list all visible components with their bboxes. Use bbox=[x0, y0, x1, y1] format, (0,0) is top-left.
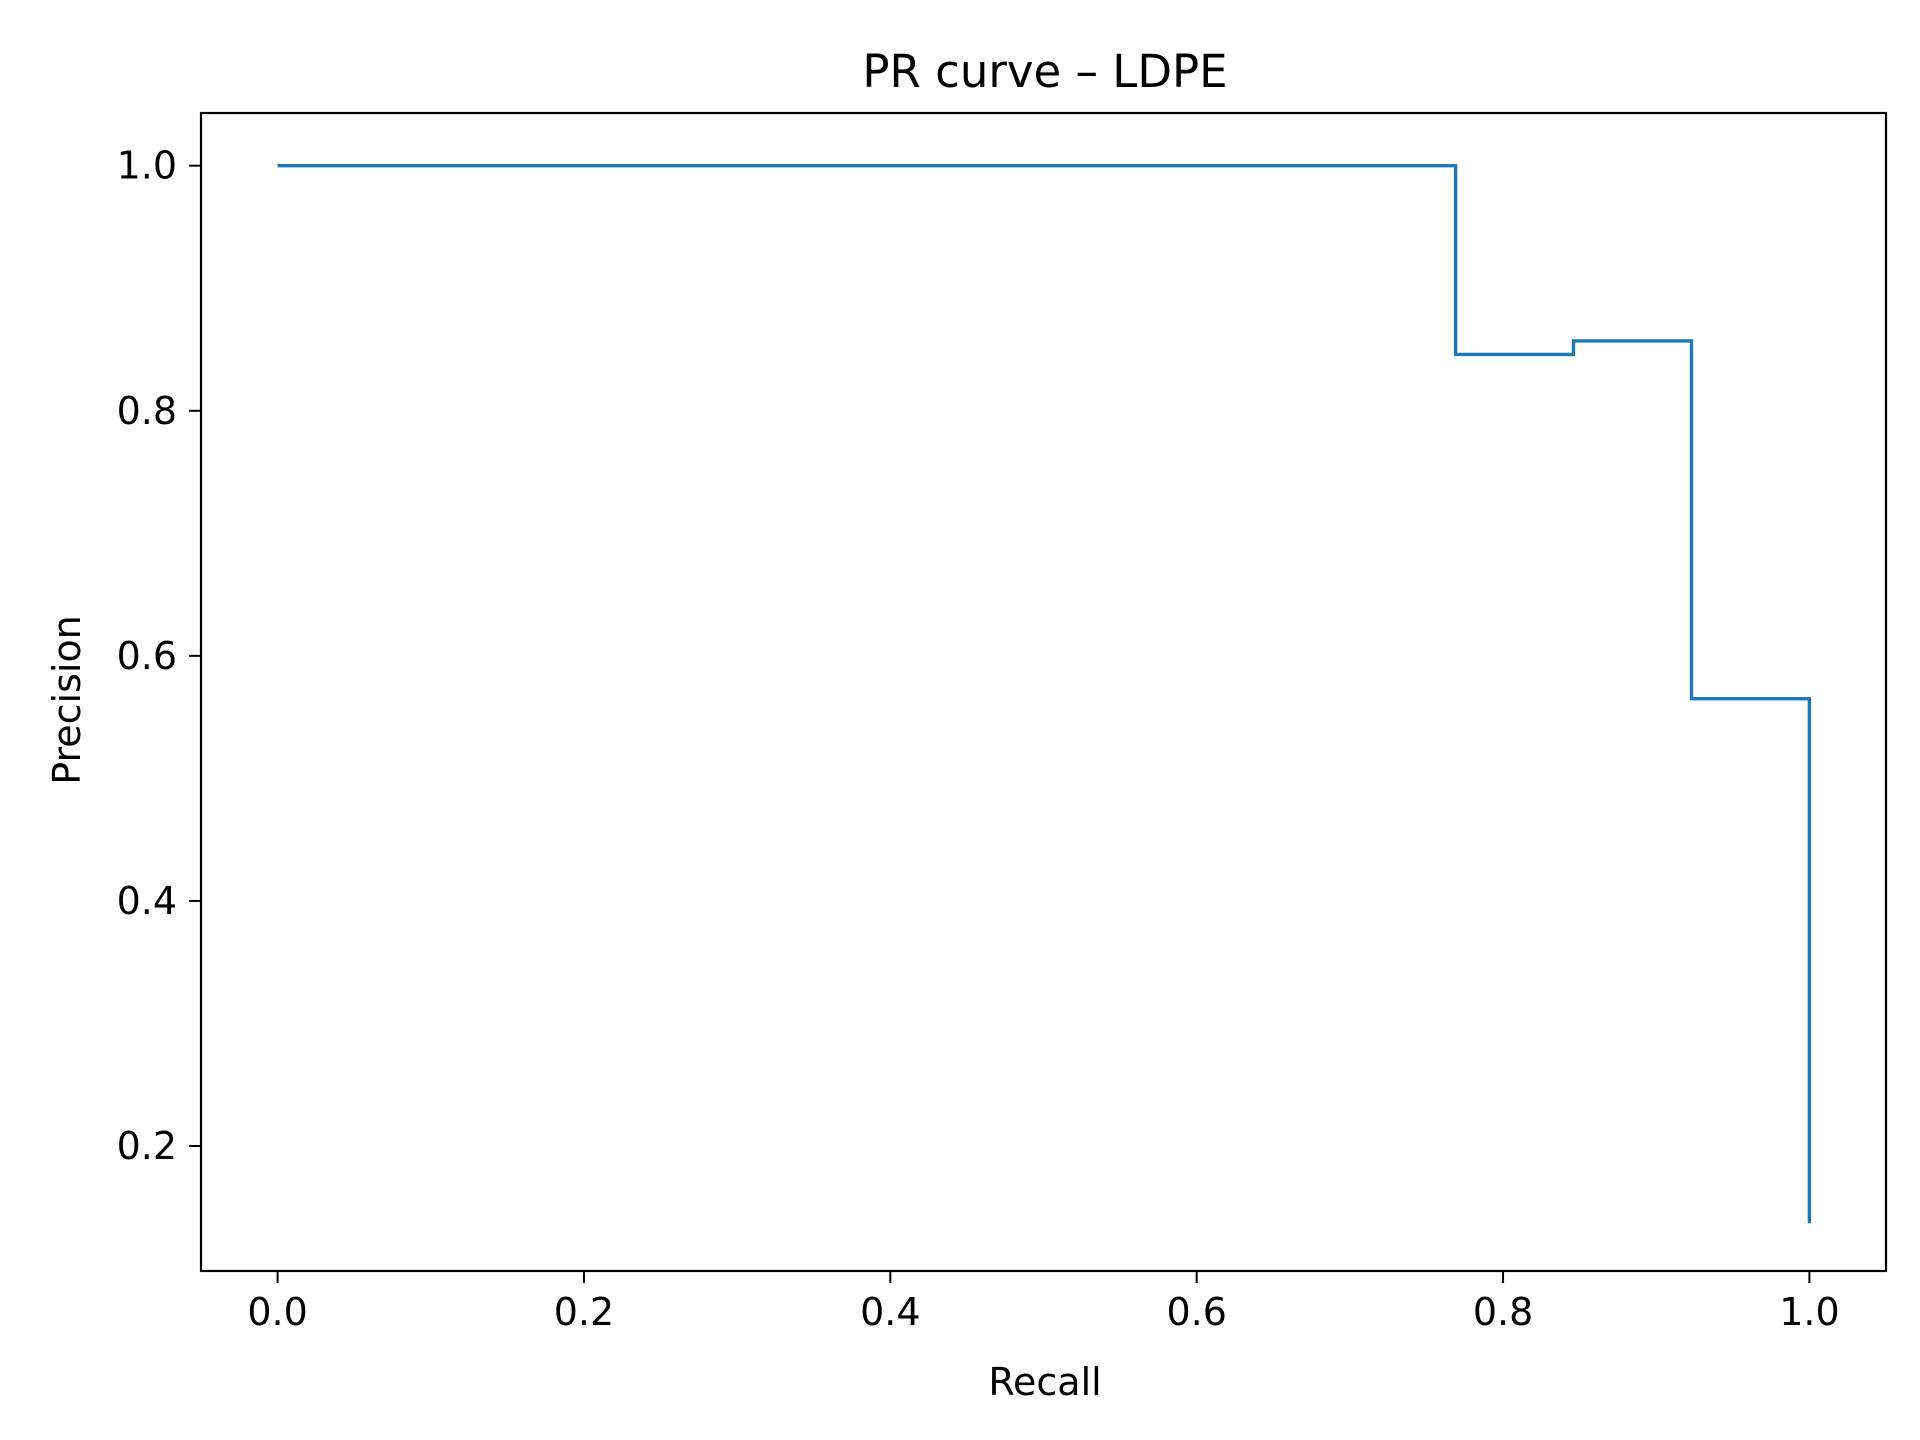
y-tick-label: 0.2 bbox=[117, 1124, 177, 1168]
x-tick-label: 0.8 bbox=[1473, 1290, 1533, 1334]
y-axis-ticks: 0.2 0.4 0.6 0.8 1.0 bbox=[117, 144, 201, 1168]
plot-area bbox=[277, 164, 1812, 1224]
plot-frame bbox=[199, 111, 1888, 1273]
x-tick-label: 0.0 bbox=[247, 1290, 307, 1334]
y-tick-label: 1.0 bbox=[117, 144, 177, 188]
y-tick-label: 0.8 bbox=[117, 389, 177, 433]
x-tick-label: 1.0 bbox=[1779, 1290, 1839, 1334]
x-axis-ticks: 0.0 0.2 0.4 0.6 0.8 1.0 bbox=[247, 1271, 1840, 1334]
y-tick-label: 0.4 bbox=[117, 879, 177, 923]
chart-title: PR curve – LDPE bbox=[862, 45, 1227, 98]
x-axis-label: Recall bbox=[988, 1360, 1101, 1404]
y-axis-label: Precision bbox=[45, 615, 89, 785]
x-tick-label: 0.6 bbox=[1166, 1290, 1226, 1334]
x-tick-label: 0.4 bbox=[860, 1290, 920, 1334]
x-tick-label: 0.2 bbox=[554, 1290, 614, 1334]
y-tick-label: 0.6 bbox=[117, 634, 177, 678]
pr-curve-line-0 bbox=[277, 164, 1812, 1224]
